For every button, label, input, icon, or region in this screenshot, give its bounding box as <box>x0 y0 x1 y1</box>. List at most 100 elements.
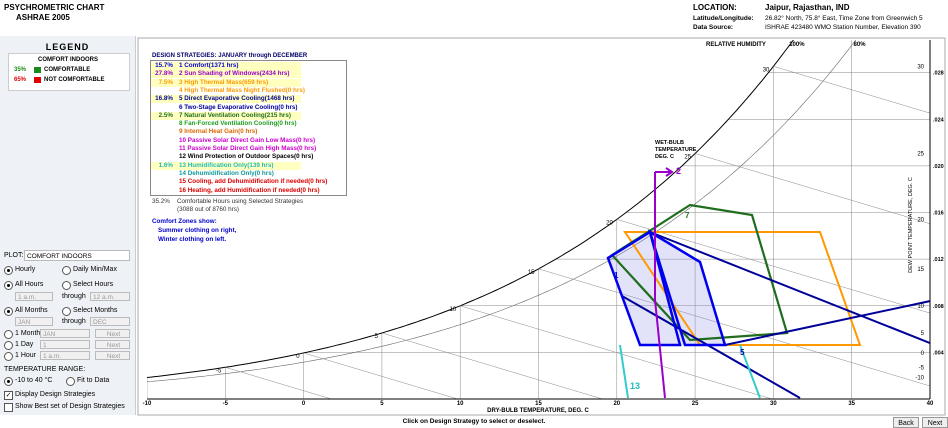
humidification-line <box>739 344 761 399</box>
strategy-row[interactable]: 9 Internal Heat Gain(0 hrs) <box>151 128 301 136</box>
evaporative-cooling-line <box>649 231 930 345</box>
radio-button[interactable] <box>62 307 71 316</box>
radio-button[interactable] <box>4 266 13 275</box>
next-button[interactable]: Next <box>95 329 130 338</box>
strategy-row[interactable]: 27.8% 2 Sun Shading of Windows(2434 hrs) <box>151 70 301 79</box>
strategy-row[interactable]: 8 Fan-Forced Ventilation Cooling(0 hrs) <box>151 120 301 128</box>
legend-pct: 35% <box>14 67 27 73</box>
radio-label: 1 Hour <box>15 352 37 359</box>
wet-bulb-title: TEMPERATURE <box>655 147 697 153</box>
comfort-note: Comfort Zones show: <box>152 218 217 225</box>
legend-title: LEGEND <box>45 42 90 52</box>
back-button[interactable]: Back <box>893 417 919 428</box>
next-button[interactable]: Next <box>95 340 130 349</box>
strategy-label: 5 Direct Evaporative Cooling(1468 hrs) <box>179 95 295 103</box>
wet-bulb-line <box>225 367 332 399</box>
radio-button[interactable] <box>66 377 75 386</box>
strategy-row[interactable]: 4 High Thermal Mass Night Flushed(0 hrs) <box>151 87 305 95</box>
wet-bulb-line <box>538 268 930 387</box>
y2-tick-label: .008 <box>933 304 944 310</box>
wet-bulb-label: 15 <box>528 270 535 276</box>
hour-field[interactable]: 1 a.m. <box>40 351 90 360</box>
wet-bulb-line <box>616 219 930 314</box>
checkbox[interactable]: ✓ <box>4 391 13 400</box>
x-axis-title: DRY-BULB TEMPERATURE, DEG. C <box>487 408 589 414</box>
source-label: Data Source: <box>693 24 734 31</box>
plot-dropdown[interactable]: COMFORT INDOORS <box>24 250 130 261</box>
x-tick-label: 0 <box>302 401 306 407</box>
legend-pct: 65% <box>14 77 27 83</box>
radio-button[interactable] <box>4 330 13 339</box>
footer-hint: Click on Design Strategy to select or de… <box>402 418 546 425</box>
strategy-row[interactable]: 14 Dehumidification Only(0 hrs) <box>151 170 301 178</box>
legend-swatch <box>34 67 41 73</box>
strategy-pct: 7.5% <box>158 78 173 86</box>
strategy-row[interactable]: 1.6% 13 Humidification Only(139 hrs) <box>151 161 301 170</box>
strategy-row[interactable]: 6 Two-Stage Evaporative Cooling(0 hrs) <box>151 104 301 112</box>
next-button[interactable]: Next <box>95 351 130 360</box>
radio-label: Daily Min/Max <box>73 266 117 273</box>
sun-shading-arrow <box>655 167 674 177</box>
strategy-row[interactable]: 2.5% 7 Natural Ventilation Cooling(215 hr… <box>151 111 301 120</box>
strategy-row[interactable]: 15.7% 1 Comfort(1371 hrs) <box>151 62 301 70</box>
strategy-label: 11 Passive Solar Direct Gain High Mass(0… <box>179 145 317 152</box>
radio-label: Select Hours <box>73 281 114 288</box>
legend-box <box>8 53 130 91</box>
strategy-row[interactable]: 10 Passive Solar Direct Gain Low Mass(0 … <box>151 137 315 145</box>
hour-to-field[interactable]: 12 a.m. <box>90 292 130 301</box>
month-to-field[interactable]: DEC <box>90 317 130 326</box>
strategy-row[interactable]: 7.5% 3 High Thermal Mass(659 hrs) <box>151 78 301 87</box>
strategy-row[interactable]: 11 Passive Solar Direct Gain High Mass(0… <box>151 145 316 153</box>
radio-button[interactable] <box>4 341 13 350</box>
strategy-row[interactable]: 12 Wind Protection of Outdoor Spaces(0 h… <box>151 153 313 161</box>
strategies-title: DESIGN STRATEGIES: JANUARY through DECEM… <box>152 53 308 59</box>
strategies-list: 15.7% 1 Comfort(1371 hrs) 27.8% 2 Sun Shadi… <box>150 60 347 196</box>
wet-bulb-line <box>773 66 930 114</box>
strategy-label: 3 High Thermal Mass(659 hrs) <box>179 78 269 86</box>
wet-bulb-line <box>303 352 458 399</box>
radio-label: Fit to Data <box>77 377 110 384</box>
strategy-row[interactable]: 16 Heating, add Humidification if needed… <box>151 187 320 195</box>
radio-button[interactable] <box>4 352 13 361</box>
strategy-label: 6 Two-Stage Evaporative Cooling(0 hrs) <box>179 103 298 111</box>
radio-label: All Months <box>15 307 48 314</box>
wet-bulb-label: 25 <box>684 154 691 160</box>
wet-bulb-label: 10 <box>450 307 457 313</box>
dew-point-label: 5 <box>921 331 925 337</box>
zone-label: 7 <box>685 211 690 220</box>
strategy-label: 10 Passive Solar Direct Gain Low Mass(0 … <box>179 136 316 144</box>
strategy-label: 16 Heating, add Humidification if needed… <box>179 186 320 194</box>
strategy-row[interactable]: 16.8% 5 Direct Evaporative Cooling(1468 h… <box>151 95 301 104</box>
day-field[interactable]: 1 <box>40 340 90 349</box>
strategy-pct: 16.8% <box>155 95 173 103</box>
radio-button[interactable] <box>4 307 13 316</box>
checkbox-label: Display Design Strategies <box>15 391 96 398</box>
latlon-label: Latitude/Longitude: <box>693 15 754 22</box>
checkbox[interactable] <box>4 403 13 412</box>
wet-bulb-label: -5 <box>216 368 222 374</box>
zone-label: 1 <box>614 271 619 280</box>
next-button[interactable]: Next <box>922 417 948 428</box>
radio-label: Select Months <box>73 307 118 314</box>
strategy-label: 14 Dehumidification Only(0 hrs) <box>179 169 274 177</box>
comfort-note: Winter clothing on left. <box>158 236 227 243</box>
y2-tick-label: .004 <box>933 350 945 356</box>
radio-button[interactable] <box>62 281 71 290</box>
legend-swatch <box>34 77 41 83</box>
checkbox-label: Show Best set of Design Strategies <box>15 403 125 410</box>
month-field[interactable]: JAN <box>40 329 90 338</box>
x-tick-label: 15 <box>535 401 542 407</box>
dew-point-label: 15 <box>917 267 924 273</box>
y2-tick-label: .020 <box>933 164 944 170</box>
radio-button[interactable] <box>62 266 71 275</box>
radio-button[interactable] <box>4 377 13 386</box>
radio-button[interactable] <box>4 281 13 290</box>
strategy-row[interactable]: 15 Cooling, add Dehumidification if need… <box>151 178 327 186</box>
month-from-field[interactable]: JAN <box>15 317 53 326</box>
comfort-zone-winter <box>606 230 682 347</box>
hour-from-field[interactable]: 1 a.m. <box>15 292 53 301</box>
zone-label: 2 <box>676 166 681 176</box>
x-tick-label: 30 <box>770 401 777 407</box>
through-label: through <box>62 318 86 325</box>
app-subtitle: ASHRAE 2005 <box>16 13 70 22</box>
